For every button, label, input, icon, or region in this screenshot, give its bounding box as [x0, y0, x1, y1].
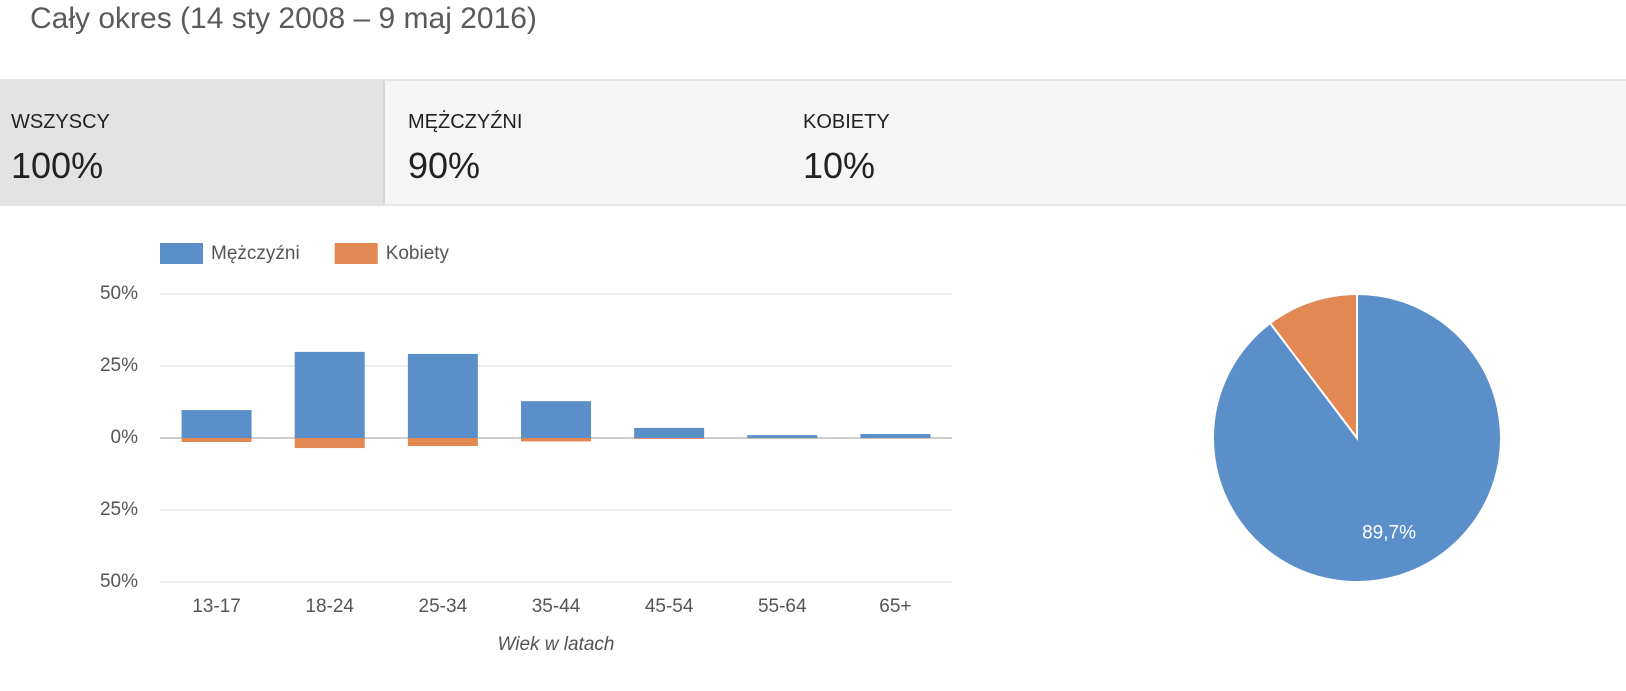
x-tick-label: 55-64 — [758, 596, 807, 617]
x-tick-label: 18-24 — [305, 596, 354, 617]
pie-slice — [1268, 292, 1358, 441]
tab-value: 100% — [11, 145, 104, 186]
bar — [407, 438, 478, 447]
y-tick-label: 25% — [100, 499, 138, 520]
bar — [521, 438, 591, 442]
tab[interactable]: WSZYSCY 100% — [0, 81, 385, 204]
bar — [294, 351, 365, 438]
tab-label: WSZYSCY — [11, 111, 110, 133]
x-tick-label: 45-54 — [645, 596, 694, 617]
bar — [860, 433, 931, 438]
tab-value: 10% — [803, 145, 876, 186]
y-tick-label: 50% — [100, 283, 138, 304]
y-tick-label: 50% — [100, 571, 138, 592]
bar — [747, 435, 818, 438]
page-title: Cały okres (14 sty 2008 – 9 maj 2016) — [30, 2, 537, 35]
x-tick-label: 65+ — [879, 596, 911, 617]
legend-label: Kobiety — [386, 243, 450, 264]
bar — [634, 438, 705, 439]
bar — [634, 427, 705, 438]
bar — [407, 353, 478, 438]
x-axis-title: Wiek w latach — [497, 634, 614, 655]
x-tick-label: 13-17 — [192, 596, 241, 617]
y-tick-label: 25% — [100, 355, 138, 376]
tab[interactable]: MĘŻCZYŹNI 90% — [385, 81, 780, 204]
data-label: 89,7% — [1362, 523, 1416, 544]
bar — [181, 410, 252, 438]
bar — [181, 438, 252, 443]
bar — [521, 401, 591, 438]
legend-swatch — [160, 243, 203, 264]
legend-swatch — [334, 243, 378, 264]
legend-label: Mężczyźni — [211, 243, 300, 264]
y-tick-label: 0% — [111, 427, 139, 448]
bar — [294, 438, 365, 449]
x-tick-label: 25-34 — [419, 596, 468, 617]
tab-bar: WSZYSCY 100% MĘŻCZYŹNI 90% KOBIETY 10% — [0, 79, 1626, 206]
tab-value: 90% — [408, 145, 481, 186]
tab-label: MĘŻCZYŹNI — [408, 111, 523, 133]
tab[interactable]: KOBIETY 10% — [780, 81, 1060, 204]
x-tick-label: 35-44 — [532, 596, 581, 617]
tab-label: KOBIETY — [803, 111, 890, 133]
